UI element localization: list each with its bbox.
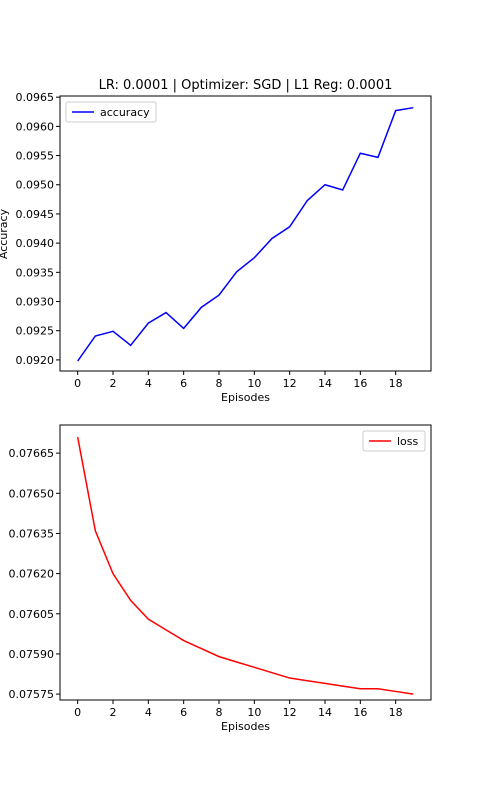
x-tick-label: 12 [283, 377, 297, 390]
x-axis-label: Episodes [221, 391, 270, 404]
y-tick-label: 0.0965 [16, 91, 55, 104]
x-tick-label: 2 [110, 377, 117, 390]
accuracy-line [77, 106, 414, 362]
y-tick-label: 0.0940 [16, 237, 55, 250]
y-axis-label: Accuracy [0, 208, 10, 259]
y-tick-label: 0.0920 [16, 354, 55, 367]
tick-group: 0 2 4 6 8 10 12 14 16 18 0.0920 0.0925 0.0930 0.0935 0… [16, 91, 403, 390]
x-tick-label: 12 [283, 706, 297, 719]
x-tick-label: 10 [247, 706, 261, 719]
axes-frame [59, 424, 432, 701]
x-axis-label: Episodes [221, 720, 270, 733]
x-tick-label: 4 [145, 706, 152, 719]
y-tick-label: 0.0960 [16, 120, 55, 133]
y-tick-label: 0.07635 [9, 527, 55, 540]
series-group [76, 436, 414, 695]
y-tick-label: 0.07620 [9, 568, 55, 581]
loss-line [76, 436, 414, 695]
x-tick-label: 6 [180, 377, 187, 390]
y-tick-label: 0.07665 [9, 447, 55, 460]
x-tick-label: 4 [145, 377, 152, 390]
y-tick-label: 0.0930 [16, 296, 55, 309]
y-tick-label: 0.0955 [16, 150, 55, 163]
legend-label: loss [397, 435, 419, 448]
x-tick-label: 6 [180, 706, 187, 719]
y-tick-label: 0.07590 [9, 648, 55, 661]
x-tick-label: 2 [110, 706, 117, 719]
y-tick-label: 0.0945 [16, 208, 55, 221]
y-tick-label: 0.0935 [16, 266, 55, 279]
y-tick-label: 0.0950 [16, 179, 55, 192]
x-tick-label: 10 [247, 377, 261, 390]
x-tick-label: 8 [216, 706, 223, 719]
x-tick-label: 18 [389, 706, 403, 719]
legend-box [362, 430, 426, 452]
legend: accuracy [65, 101, 157, 123]
series-group [77, 106, 414, 362]
chart-title: LR: 0.0001 | Optimizer: SGD | L1 Reg: 0.… [99, 78, 393, 93]
legend-label: accuracy [100, 106, 150, 119]
y-tick-label: 0.07650 [9, 487, 55, 500]
x-tick-label: 8 [216, 377, 223, 390]
tick-group: 0 2 4 6 8 10 12 14 16 18 0.07575 0.07590 0.07605 0.07… [9, 447, 403, 719]
x-tick-label: 14 [318, 377, 332, 390]
x-tick-label: 14 [318, 706, 332, 719]
x-tick-label: 0 [74, 377, 81, 390]
axes-frame [59, 95, 432, 372]
accuracy-panel: LR: 0.0001 | Optimizer: SGD | L1 Reg: 0.… [0, 78, 432, 404]
legend-box [65, 101, 157, 123]
y-tick-label: 0.07605 [9, 608, 55, 621]
x-tick-label: 16 [353, 377, 367, 390]
y-tick-label: 0.0925 [16, 325, 55, 338]
x-tick-label: 18 [389, 377, 403, 390]
x-tick-label: 0 [74, 706, 81, 719]
loss-panel: Episodes 0 2 4 6 8 10 12 14 16 18 0.07575 0.07590 0.… [9, 424, 432, 733]
legend: loss [362, 430, 426, 452]
x-tick-label: 16 [353, 706, 367, 719]
y-tick-label: 0.07575 [9, 688, 55, 701]
